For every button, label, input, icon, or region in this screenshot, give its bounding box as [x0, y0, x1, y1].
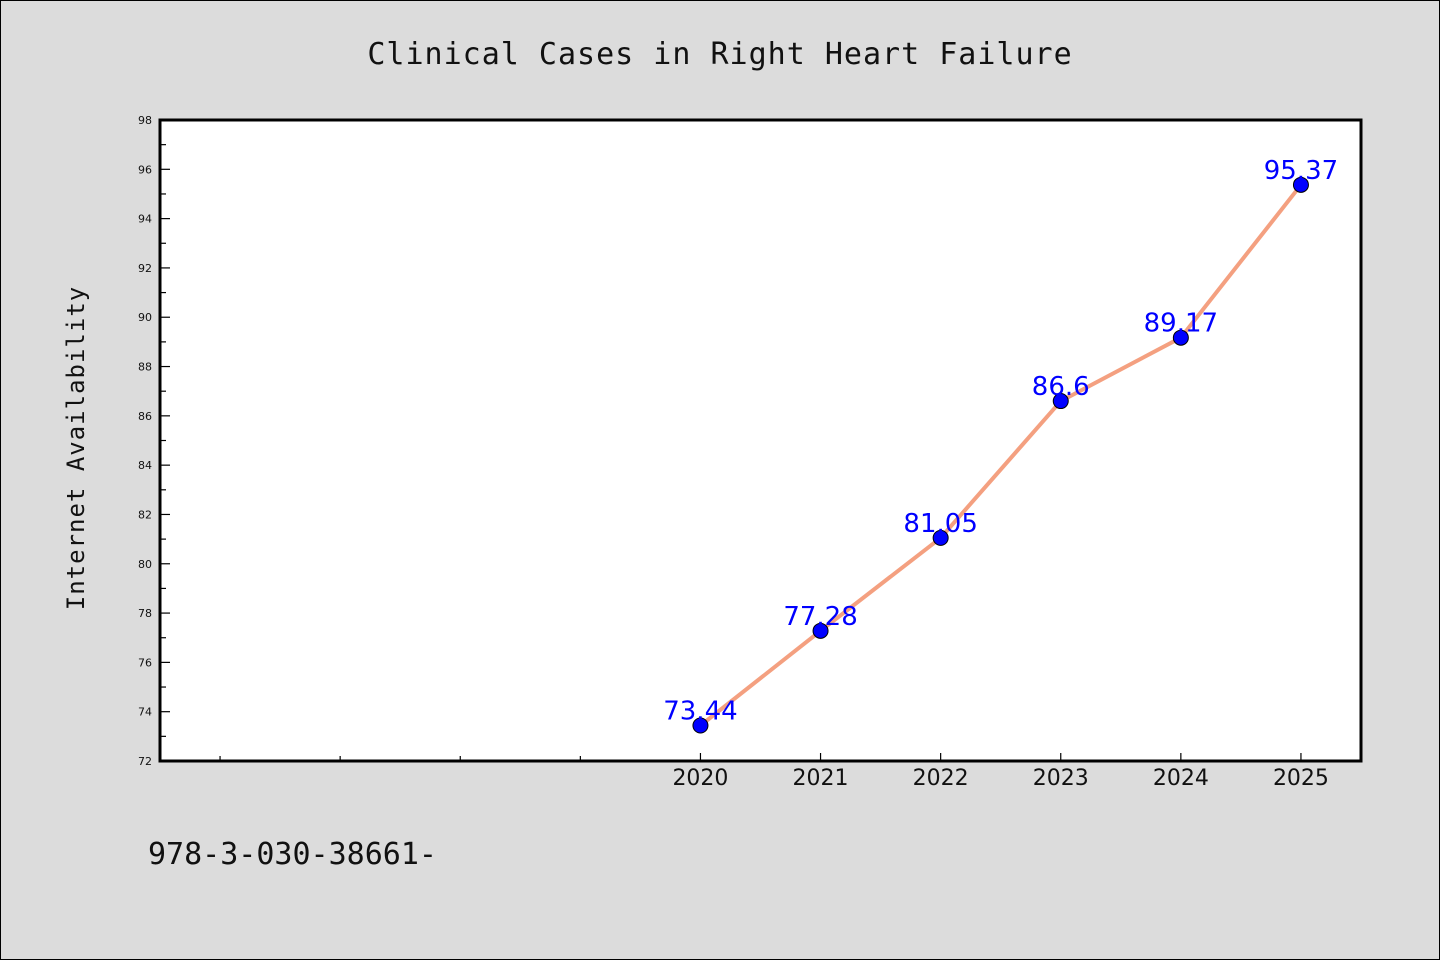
y-tick-label: 94 — [138, 213, 152, 226]
data-label: 77.28 — [783, 602, 857, 632]
data-label-layer: 73.44 77.28 81.05 86.6 89.17 95.37 — [663, 156, 1338, 727]
x-axis: 2020 2021 2022 2023 2024 2025 — [219, 753, 1329, 791]
data-point — [812, 622, 829, 639]
series-line — [698, 182, 1303, 728]
y-tick-label: 96 — [138, 163, 152, 176]
data-point — [1292, 176, 1309, 193]
plot-area — [160, 120, 1361, 761]
y-tick-label: 80 — [138, 558, 152, 571]
y-tick-label: 72 — [138, 755, 152, 768]
data-label: 89.17 — [1144, 309, 1218, 339]
y-tick-label: 88 — [138, 361, 152, 374]
y-tick-label: 74 — [138, 706, 152, 719]
x-tick-label: 2021 — [793, 766, 849, 791]
x-tick-label: 2025 — [1273, 766, 1329, 791]
y-axis-label: Internet Availability — [62, 286, 90, 610]
data-point — [932, 529, 949, 546]
data-label: 81.05 — [903, 509, 977, 539]
data-point — [1052, 393, 1069, 410]
series-layer — [692, 176, 1309, 734]
x-tick-label: 2022 — [913, 766, 969, 791]
x-tick-label: 2024 — [1153, 766, 1209, 791]
data-point — [692, 717, 709, 734]
y-tick-label: 90 — [138, 311, 152, 324]
y-tick-label: 92 — [138, 262, 152, 275]
y-tick-label: 78 — [138, 607, 152, 620]
chart-title: Clinical Cases in Right Heart Failure — [367, 37, 1072, 72]
data-label: 73.44 — [663, 696, 737, 726]
plot-border — [158, 118, 1363, 763]
data-label: 86.6 — [1032, 372, 1090, 402]
data-label: 95.37 — [1264, 156, 1338, 186]
data-point — [1172, 329, 1189, 346]
footer-text: 978-3-030-38661- — [148, 837, 437, 872]
y-tick-label: 82 — [138, 508, 152, 521]
y-axis: 72 74 76 78 80 82 84 86 88 90 92 94 96 98 — [138, 114, 170, 768]
x-tick-label: 2020 — [672, 766, 728, 791]
y-tick-label: 84 — [138, 459, 152, 472]
x-tick-label: 2023 — [1033, 766, 1089, 791]
y-tick-label: 86 — [138, 410, 152, 423]
y-tick-label: 76 — [138, 656, 152, 669]
y-tick-label: 98 — [138, 114, 152, 127]
